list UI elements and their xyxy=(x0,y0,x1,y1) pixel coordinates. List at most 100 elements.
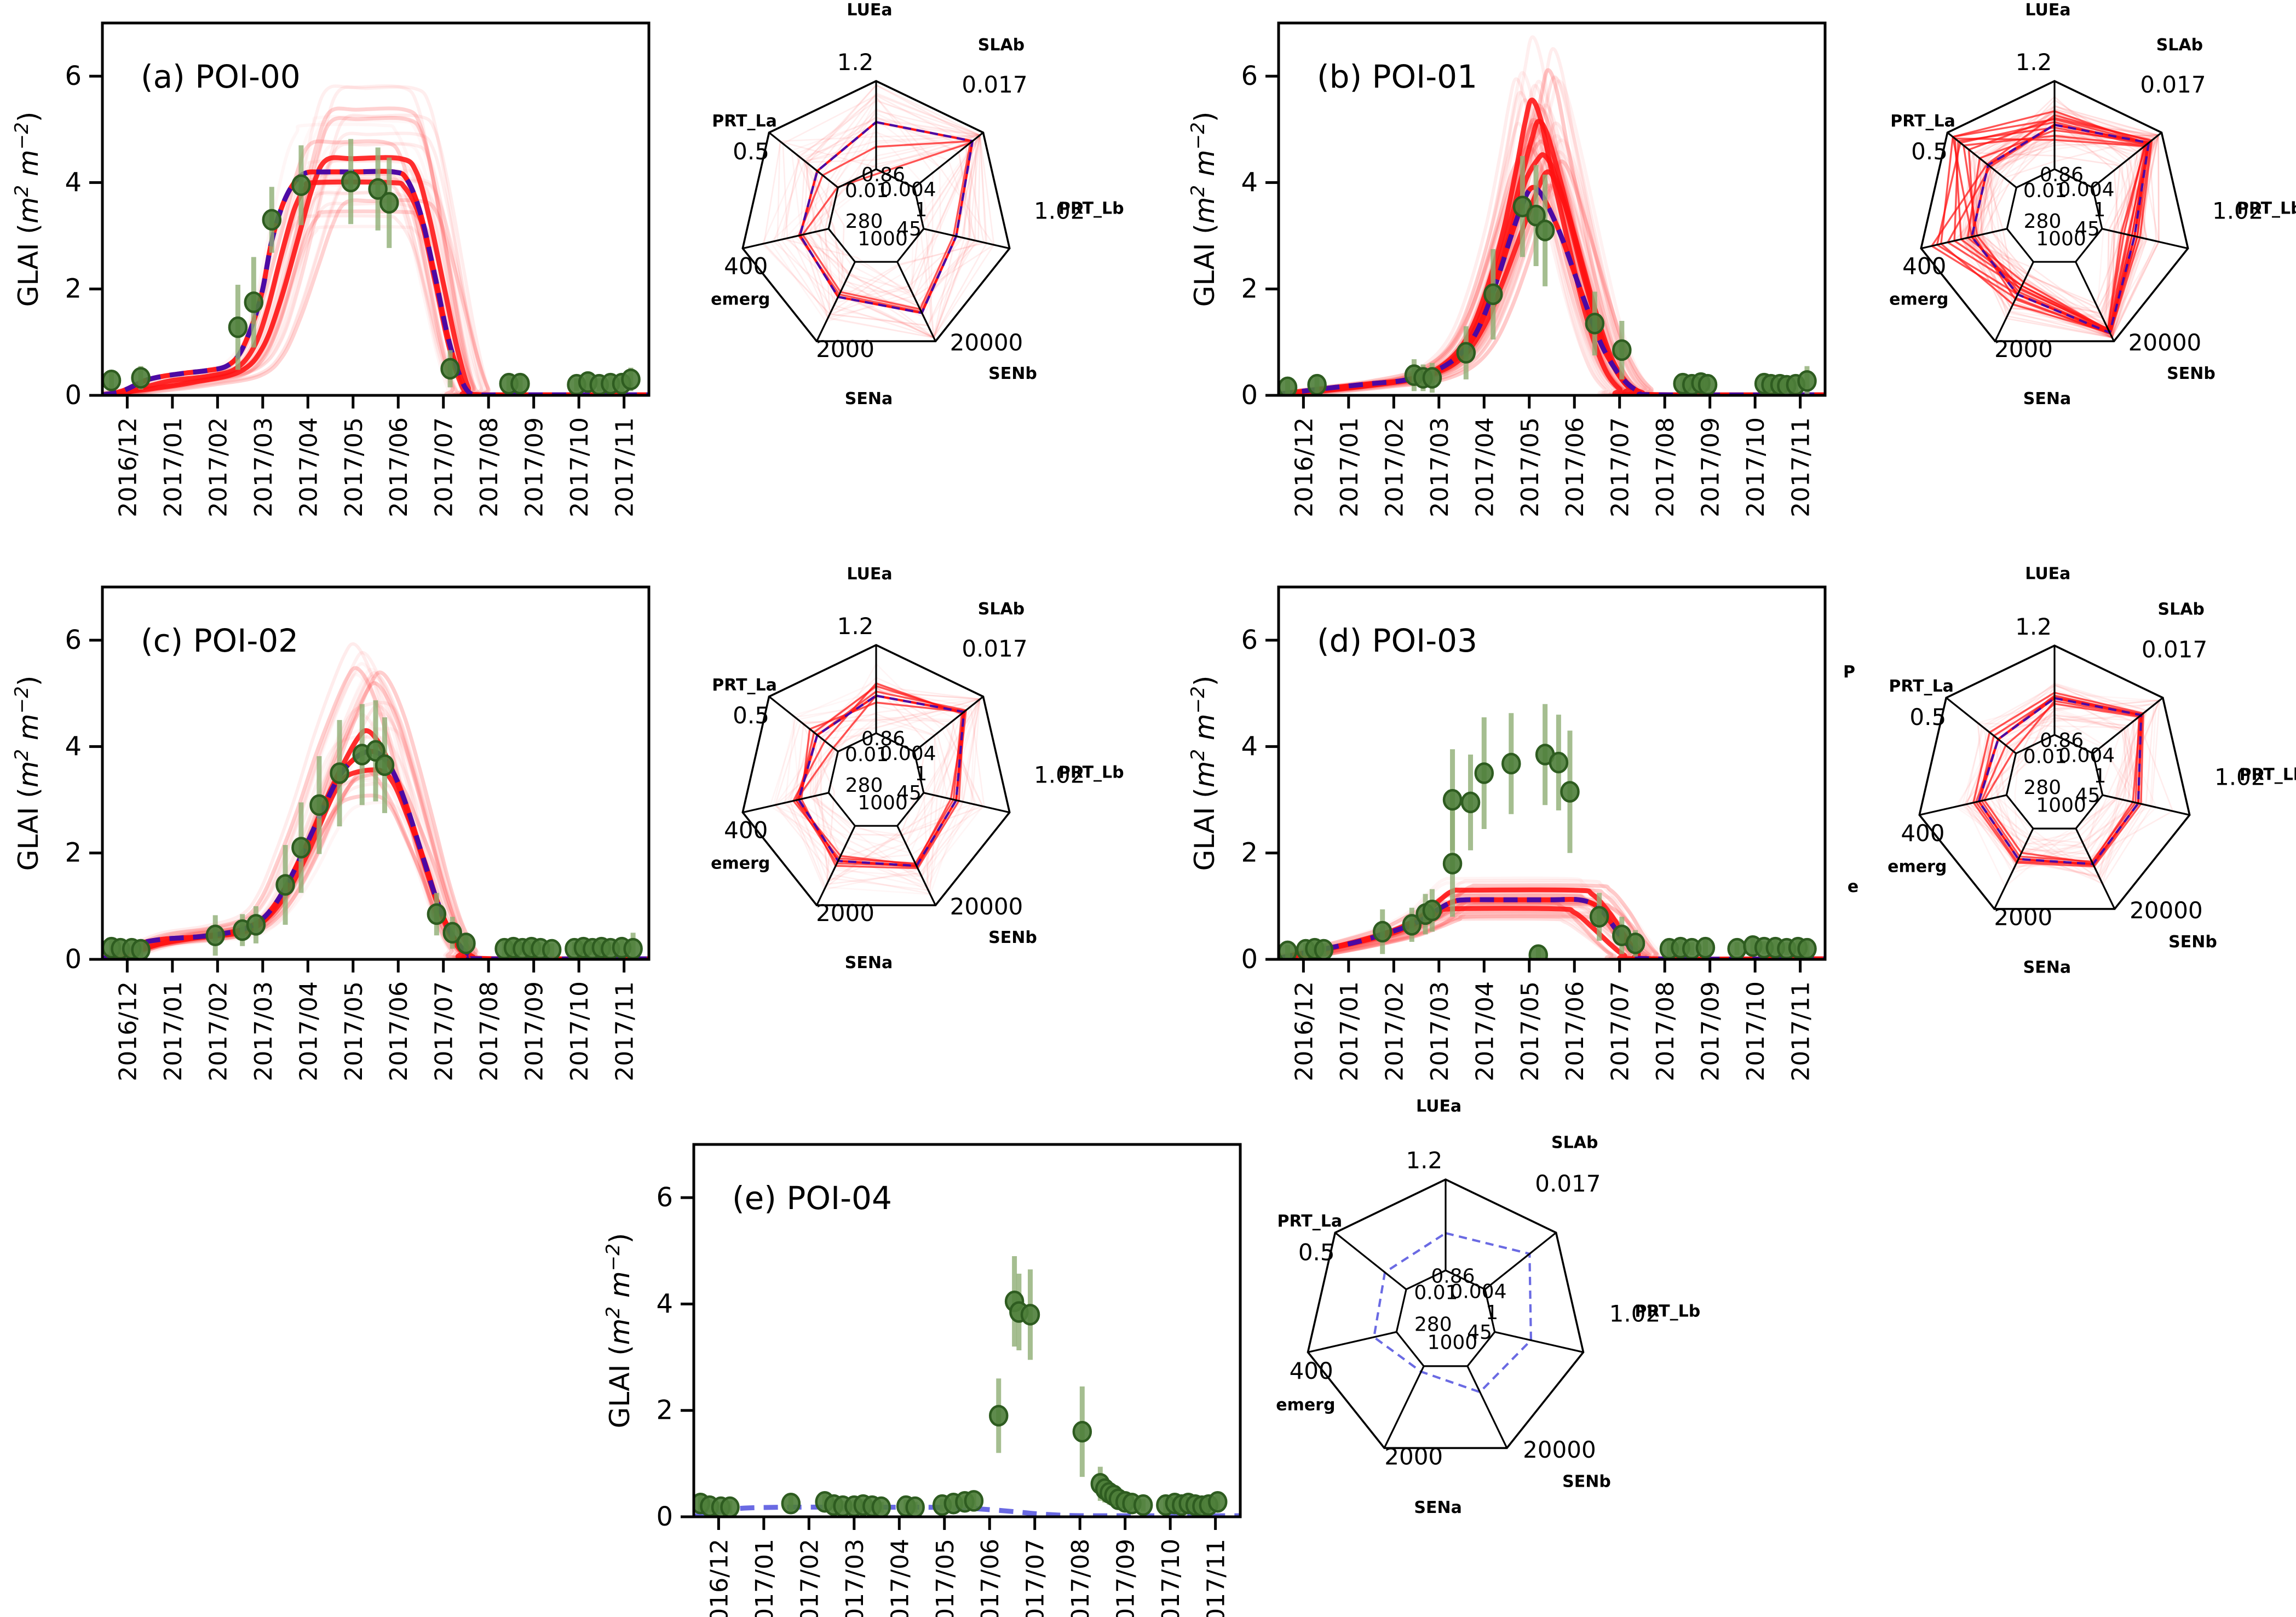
ensemble-line xyxy=(1298,79,1824,394)
y-axis-label-part: ) xyxy=(13,676,44,687)
radar-axis-name: SLAb xyxy=(1551,1133,1598,1152)
y-axis-label-part: −2 xyxy=(1187,686,1209,713)
radar-axis-name: LUEa xyxy=(2025,565,2070,584)
radar-reference-dashed-polygon xyxy=(1970,123,2150,335)
x-tick-label: 2017/03 xyxy=(250,981,278,1081)
radar-axis-min-label: 1000 xyxy=(2036,228,2086,250)
radar-axis-min-label: 0.004 xyxy=(879,179,936,201)
x-tick-label: 2017/05 xyxy=(931,1539,959,1617)
radar-spoke xyxy=(923,792,1010,814)
radar-axis-min-label: 0.004 xyxy=(2058,179,2114,201)
obs-point xyxy=(442,922,462,944)
time-series-panel-d: 2016/12 2017/01 2017/02 2017/03 2017/04 2017/… xyxy=(1187,585,1827,1081)
radar-spoke xyxy=(1494,1331,1584,1353)
radar-ensemble-polygon xyxy=(782,100,995,298)
axes-frame xyxy=(1277,585,1827,961)
radar-ensemble-polygon xyxy=(1971,113,2157,310)
radar-inner-ring xyxy=(827,732,925,827)
y-tick-label: 2 xyxy=(65,274,82,304)
y-axis-label-part: ) xyxy=(1189,112,1221,123)
obs-point xyxy=(1501,752,1521,775)
y-axis-label: GLAI (m2 m−2) xyxy=(602,1233,636,1429)
radar-axis-min-label: 0.86 xyxy=(1431,1265,1475,1288)
plot-area xyxy=(1280,704,1824,958)
radar-outer-ring xyxy=(1920,80,2189,343)
x-tick-label: 2017/05 xyxy=(340,417,368,517)
radar-panel-a: LUEa 1.2 0.86 SLAb 0.017 0.004 PRT_Lb1.02 1 SENb… xyxy=(711,1,1124,408)
obs-point xyxy=(1560,781,1580,803)
radar-axis-max-label: 20000 xyxy=(950,329,1023,356)
obs-point xyxy=(1020,1304,1040,1326)
time-series-panel-b: 2016/12 2017/01 2017/02 2017/03 2017/04 2017/… xyxy=(1187,21,1827,517)
radar-axis-min-label: 0.01 xyxy=(2023,746,2067,768)
radar-spoke xyxy=(2102,228,2189,250)
x-tick-label: 2017/07 xyxy=(430,981,458,1081)
obs-point xyxy=(720,1496,740,1516)
obs-point xyxy=(1133,1494,1153,1516)
ensemble-line xyxy=(103,171,641,394)
y-axis-label-part: −2 xyxy=(602,1244,624,1271)
radar-axis-max-label: 2000 xyxy=(1994,336,2053,362)
y-tick-label: 0 xyxy=(1241,944,1258,975)
radar-reference-dashed-polygon xyxy=(1372,1232,1533,1394)
radar-axis-max-label: 1.02 xyxy=(2214,764,2266,791)
radar-axis-min-label: 0.004 xyxy=(1450,1281,1506,1303)
radar-axis-min-label: 1000 xyxy=(858,792,908,814)
obs-point xyxy=(1314,939,1334,958)
obs-point xyxy=(291,174,311,197)
radar-axis-min-label: 0.86 xyxy=(861,728,905,750)
obs-point xyxy=(1585,313,1605,335)
panel-title: (c) POI-02 xyxy=(141,622,298,659)
radar-axis-min-label: 1 xyxy=(1486,1302,1498,1324)
y-tick-label: 4 xyxy=(65,731,82,762)
radar-ensemble-polygon xyxy=(813,663,984,883)
panel-title: (b) POI-01 xyxy=(1317,58,1477,95)
axes-frame xyxy=(692,1143,1242,1518)
radar-axis-name: SENb xyxy=(2168,933,2217,952)
obs-point xyxy=(1402,914,1422,936)
radar-ensemble-polygon xyxy=(1980,691,2131,879)
obs-point xyxy=(291,837,311,859)
obs-point xyxy=(1797,370,1817,392)
radar-ensemble-polygon xyxy=(814,683,963,888)
obs-point xyxy=(244,291,264,313)
radar-spoke xyxy=(1920,228,2007,250)
radar-axis-name: emerg xyxy=(711,854,770,873)
radar-ensemble-polygon xyxy=(812,690,981,891)
x-tick-label: 2017/09 xyxy=(1112,1539,1140,1617)
radar-axis-max-label: 400 xyxy=(1901,820,1944,847)
radar-axis-name: SENa xyxy=(845,953,893,972)
radar-axis-max-label: 0.5 xyxy=(1911,138,1948,165)
ensemble-line xyxy=(103,175,637,394)
plot-area xyxy=(1280,35,1824,394)
obs-point xyxy=(379,192,399,214)
radar-spoke xyxy=(913,131,984,188)
obs-point xyxy=(1535,220,1555,241)
x-tick-label: 2017/07 xyxy=(1022,1539,1050,1617)
radar-axis-name: PRT_Lb xyxy=(2237,199,2296,218)
x-tick-label: 2016/12 xyxy=(1290,981,1318,1081)
radar-spoke xyxy=(1994,261,2034,342)
obs-point xyxy=(1422,367,1442,389)
obs-point xyxy=(871,1496,891,1516)
y-axis-label-part: GLAI ( xyxy=(13,223,44,307)
radar-axis-min-label: 1000 xyxy=(858,228,908,250)
radar-axis-name: SENa xyxy=(2023,958,2071,977)
plot-area xyxy=(695,1256,1239,1516)
y-axis-label-part: m xyxy=(13,149,44,185)
x-tick-label: 2017/03 xyxy=(250,417,278,517)
radar-spoke xyxy=(1466,1366,1508,1449)
obs-point xyxy=(1442,853,1463,874)
radar-axis-max-label: 20000 xyxy=(1523,1436,1596,1463)
y-tick-label: 4 xyxy=(1241,731,1258,762)
radar-spoke xyxy=(1919,794,2007,816)
obs-point xyxy=(1456,342,1476,364)
x-tick-label: 2017/01 xyxy=(1336,981,1363,1081)
ensemble-line xyxy=(1301,74,1824,394)
y-axis-label-part: ) xyxy=(604,1233,636,1244)
x-tick-label: 2017/05 xyxy=(340,981,368,1081)
y-tick-label: 2 xyxy=(65,838,82,868)
x-tick-label: 2017/07 xyxy=(1607,417,1635,517)
ensemble-line xyxy=(103,214,642,394)
radar-axis-name: SENb xyxy=(1562,1472,1611,1492)
